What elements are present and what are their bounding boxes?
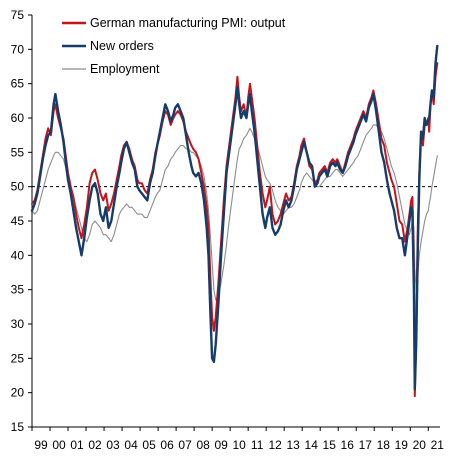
x-tick-label: 09 (214, 438, 228, 452)
x-tick-label: 21 (431, 438, 445, 452)
legend-label-1: New orders (90, 39, 154, 53)
x-tick-label: 00 (52, 438, 66, 452)
x-tick-label: 02 (88, 438, 102, 452)
x-tick-label: 14 (305, 438, 319, 452)
x-tick-label: 07 (178, 438, 192, 452)
x-tick-label: 06 (160, 438, 174, 452)
x-tick-label: 15 (323, 438, 337, 452)
x-tick-label: 05 (142, 438, 156, 452)
x-tick-label: 12 (268, 438, 282, 452)
x-tick-label: 19 (395, 438, 409, 452)
y-tick-label: 75 (11, 8, 25, 22)
y-tick-label: 50 (11, 180, 25, 194)
y-tick-label: 70 (11, 42, 25, 56)
axes: 15 20 25 30 35 40 45 50 55 60 65 70 75 99 00 01 02 03 04 05… (11, 8, 445, 452)
y-tick-label: 20 (11, 386, 25, 400)
x-tick-label: 04 (124, 438, 138, 452)
x-tick-label: 03 (106, 438, 120, 452)
x-tick-label: 99 (34, 438, 48, 452)
x-tick-label: 20 (413, 438, 427, 452)
x-tick-label: 17 (359, 438, 373, 452)
y-tick-label: 30 (11, 317, 25, 331)
series-layer (30, 44, 439, 398)
y-tick-label: 55 (11, 145, 25, 159)
x-tick-label: 18 (377, 438, 391, 452)
series-line-2 (31, 124, 438, 301)
y-tick-label: 35 (11, 283, 25, 297)
y-tick-label: 40 (11, 248, 25, 262)
x-tick-label: 16 (341, 438, 355, 452)
legend: German manufacturing PMI: output New orde… (62, 16, 286, 76)
legend-label-0: German manufacturing PMI: output (90, 16, 286, 30)
x-tick-label: 11 (251, 438, 264, 452)
y-tick-label: 45 (11, 214, 25, 228)
x-tick-label: 08 (196, 438, 210, 452)
y-tick-label: 60 (11, 111, 25, 125)
x-tick-label: 13 (287, 438, 301, 452)
series-line-0 (31, 62, 439, 398)
y-tick-label: 65 (11, 77, 25, 91)
legend-label-2: Employment (90, 62, 160, 76)
series-line-1 (30, 44, 439, 391)
y-tick-label: 15 (11, 420, 25, 434)
x-tick-label: 01 (70, 438, 84, 452)
x-tick-label: 10 (232, 438, 246, 452)
y-tick-label: 25 (11, 351, 25, 365)
